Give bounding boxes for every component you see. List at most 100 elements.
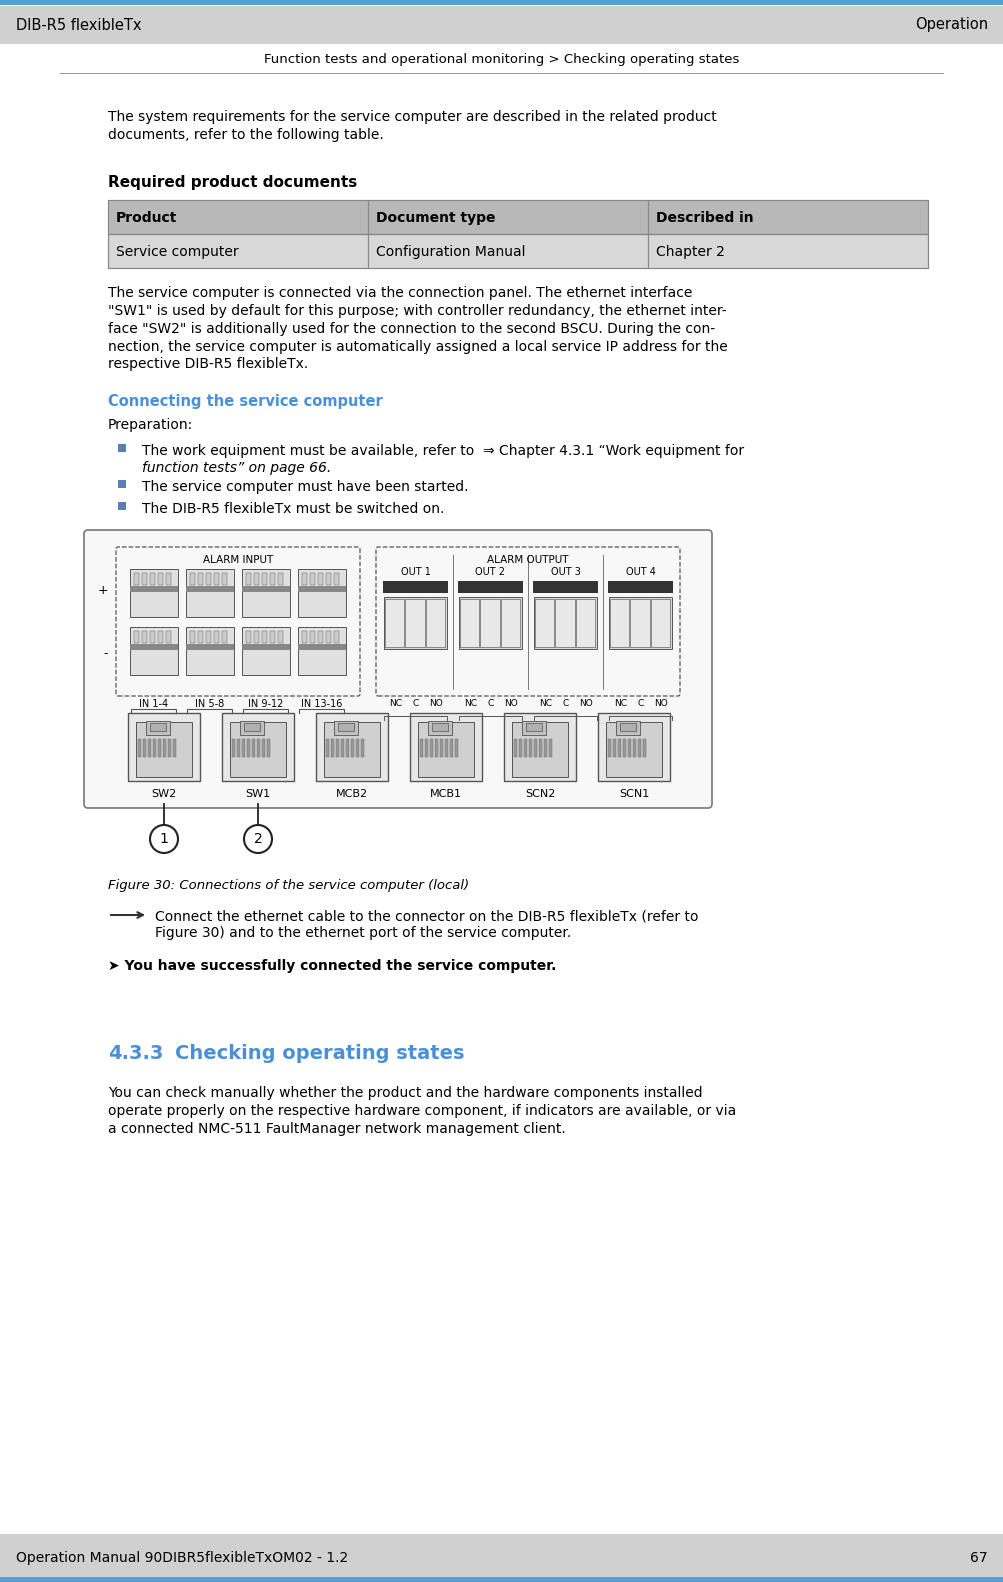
Bar [302,631,307,642]
Bar [457,587,523,593]
Bar [141,631,146,642]
Text: Operation: Operation [914,17,987,33]
Bar [298,644,346,650]
Text: Checking operating states: Checking operating states [175,1044,464,1063]
Bar [222,713,294,782]
Bar [190,631,195,642]
Bar [141,573,146,585]
Bar [108,199,368,234]
Bar [459,600,478,647]
Bar [165,631,171,642]
Bar [555,600,574,647]
Bar [237,739,241,758]
Bar [278,573,283,585]
Text: NC: NC [388,699,401,709]
Bar [198,631,203,642]
Bar [454,739,458,758]
Text: OUT 3: OUT 3 [550,566,580,577]
Bar [129,570,178,617]
Text: documents, refer to the following table.: documents, refer to the following table. [108,128,383,142]
Bar [240,721,264,736]
Bar [310,631,315,642]
Bar [637,739,641,758]
Text: The work equipment must be available, refer to  ⇒ Chapter 4.3.1 “Work equipment : The work equipment must be available, re… [141,445,743,459]
Bar [620,723,635,731]
Bar [254,631,259,642]
Text: Connect the ethernet cable to the connector on the DIB-R5 flexibleTx (refer to: Connect the ethernet cable to the connec… [154,910,698,922]
Bar [338,723,354,731]
Bar [326,631,331,642]
Text: 67: 67 [970,1550,987,1565]
Bar [190,573,195,585]
Text: Service computer: Service computer [116,245,239,259]
Bar [434,739,438,758]
Bar [149,573,154,585]
Text: Preparation:: Preparation: [108,418,193,432]
Bar [405,600,424,647]
Bar [133,573,138,585]
Text: You can check manually whether the product and the hardware components installed: You can check manually whether the produ… [108,1085,735,1136]
Bar [186,626,234,676]
Text: Configuration Manual: Configuration Manual [376,245,525,259]
Bar [230,721,286,777]
Bar [118,445,125,452]
Bar [247,739,251,758]
Bar [246,573,251,585]
Bar [331,739,334,758]
Bar [535,600,554,647]
Bar [642,739,646,758]
Bar [118,479,125,487]
Bar [383,596,446,649]
Bar [246,631,251,642]
Text: NO: NO [504,699,518,709]
Bar [302,573,307,585]
Text: Product: Product [116,210,178,225]
Text: IN 5-8: IN 5-8 [196,699,225,709]
Bar [608,581,672,587]
Bar [630,600,649,647]
Bar [267,739,270,758]
Text: IN 13-16: IN 13-16 [301,699,342,709]
Bar [165,573,171,585]
Bar [244,723,260,731]
Bar [254,573,259,585]
Bar [242,570,290,617]
Text: DIB-R5 flexibleTx: DIB-R5 flexibleTx [16,17,141,33]
Bar [129,644,178,650]
Text: OUT 1: OUT 1 [400,566,430,577]
Bar [616,721,639,736]
Bar [173,739,177,758]
Bar [310,573,315,585]
Text: ALARM OUTPUT: ALARM OUTPUT [486,555,568,565]
Bar [316,713,387,782]
Text: 4.3.3: 4.3.3 [108,1044,163,1063]
Bar [206,573,211,585]
Text: SW1: SW1 [245,789,270,799]
Bar [533,587,598,593]
Text: Described in: Described in [655,210,753,225]
Text: NC: NC [463,699,476,709]
Bar [504,713,576,782]
Text: NC: NC [613,699,626,709]
Bar [142,739,146,758]
Bar [368,234,647,267]
Bar [135,721,192,777]
Bar [157,739,161,758]
Bar [152,739,156,758]
Text: Operation Manual 90DIBR5flexibleTxOM02 - 1.2: Operation Manual 90DIBR5flexibleTxOM02 -… [16,1550,348,1565]
Bar [336,739,339,758]
Text: MCB1: MCB1 [429,789,461,799]
Circle shape [244,824,272,853]
Bar [341,739,344,758]
Bar [382,581,447,587]
Bar [129,585,178,592]
Bar [444,739,448,758]
Bar [519,739,522,758]
Bar [129,626,178,676]
Bar [368,199,647,234]
Bar [270,631,275,642]
Text: SCN2: SCN2 [525,789,555,799]
Text: NO: NO [653,699,667,709]
Bar [324,721,379,777]
Bar [318,573,323,585]
